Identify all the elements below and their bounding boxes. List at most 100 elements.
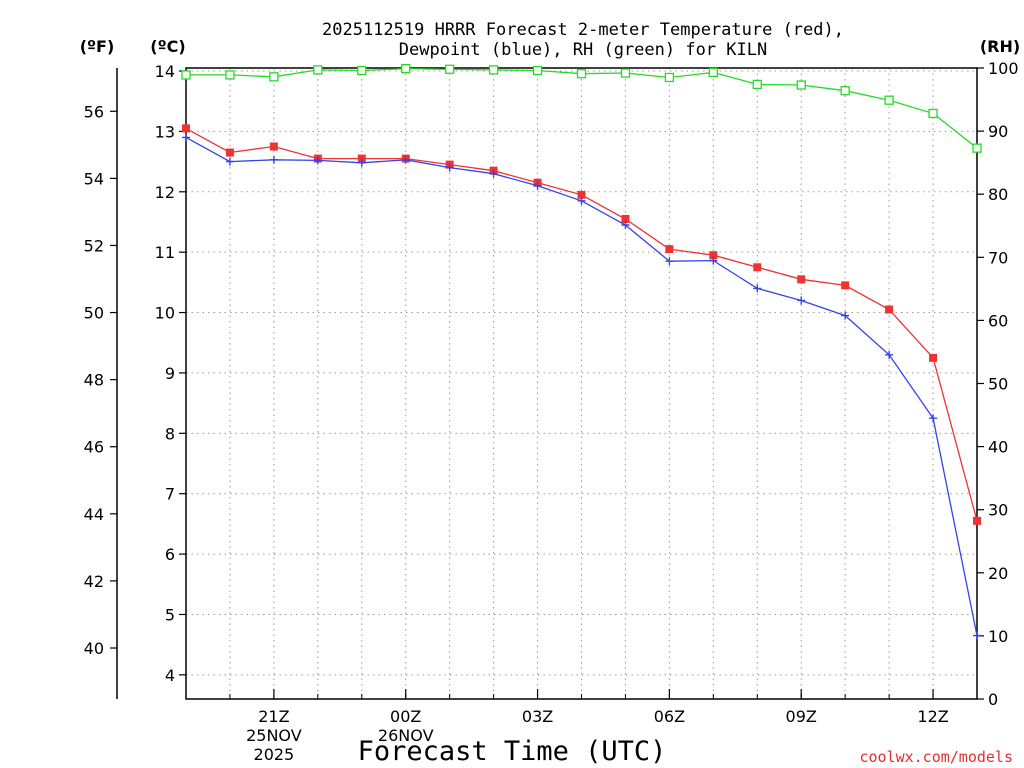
- rh-tick-label: 90: [988, 122, 1008, 141]
- rh-point: [620, 68, 631, 78]
- dewpoint-point: [533, 181, 542, 190]
- rh-point: [269, 72, 279, 82]
- dewpoint-point: [401, 155, 410, 164]
- x-tick-date: 26NOV: [378, 726, 434, 745]
- celsius-tick-label: 8: [165, 424, 175, 443]
- rh-tick-label: 40: [988, 438, 1008, 457]
- fahrenheit-tick-label: 50: [84, 304, 104, 323]
- fahrenheit-tick-label: 48: [84, 371, 104, 390]
- dewpoint-point: [577, 196, 586, 205]
- rh-tick-label: 100: [988, 59, 1019, 78]
- fahrenheit-tick-label: 40: [84, 639, 104, 658]
- rh-point: [840, 86, 850, 96]
- celsius-tick-label: 14: [155, 62, 175, 81]
- temperature-point: [973, 516, 981, 525]
- rh-tick-label: 0: [988, 690, 998, 709]
- fahrenheit-tick-label: 46: [84, 438, 104, 457]
- dewpoint-point: [885, 350, 894, 359]
- dewpoint-point: [225, 157, 234, 166]
- rh-tick-label: 30: [988, 501, 1008, 520]
- rh-tick-label: 10: [988, 627, 1008, 646]
- fahrenheit-tick-label: 54: [84, 169, 104, 188]
- dewpoint-point: [313, 156, 322, 165]
- celsius-tick-label: 13: [155, 122, 175, 141]
- celsius-tick-label: 4: [165, 666, 175, 685]
- temperature-point: [885, 305, 894, 314]
- temperature-point: [929, 353, 938, 362]
- dewpoint-point: [753, 284, 762, 293]
- rh-point: [884, 95, 894, 105]
- x-tick-year: 2025: [254, 745, 295, 764]
- celsius-tick-label: 5: [165, 605, 175, 624]
- x-tick-date: 25NOV: [246, 726, 302, 745]
- x-tick-label: 21Z: [258, 707, 289, 726]
- rh-tick-label: 20: [988, 564, 1008, 583]
- dewpoint-point: [489, 169, 498, 178]
- temperature-point: [269, 142, 278, 151]
- dewpoint-point: [973, 631, 981, 640]
- temperature-point: [709, 251, 718, 260]
- rh-point: [488, 65, 499, 75]
- series-rh: [181, 63, 982, 153]
- data-series: [181, 63, 982, 640]
- dewpoint-point: [357, 158, 366, 167]
- series-line: [185, 127, 978, 522]
- temperature-point: [841, 281, 850, 290]
- dewpoint-point: [182, 133, 190, 142]
- temperature-point: [182, 124, 190, 133]
- rh-point: [752, 79, 762, 90]
- celsius-tick-label: 9: [165, 364, 175, 383]
- temperature-point: [225, 148, 234, 157]
- dewpoint-point: [929, 414, 938, 423]
- rh-point: [796, 80, 806, 90]
- axes: 4567891011121314404244464850525456010203…: [84, 59, 1019, 764]
- temperature-point: [753, 263, 762, 272]
- fahrenheit-unit-label: (ºF): [80, 37, 115, 56]
- x-tick-label: 09Z: [786, 707, 817, 726]
- temperature-point: [797, 275, 806, 284]
- fahrenheit-tick-label: 42: [84, 572, 104, 591]
- dewpoint-point: [269, 155, 278, 164]
- rh-unit-label: (RH): [980, 37, 1020, 56]
- temperature-point: [665, 245, 674, 254]
- dewpoint-point: [709, 256, 718, 265]
- credit-text: coolwx.com/models: [859, 748, 1013, 766]
- rh-tick-label: 50: [988, 375, 1008, 394]
- rh-point: [445, 64, 455, 74]
- temperature-point: [577, 190, 586, 199]
- dewpoint-point: [445, 163, 454, 172]
- celsius-tick-label: 10: [155, 304, 175, 323]
- rh-point: [928, 108, 938, 119]
- temperature-point: [357, 154, 366, 163]
- x-tick-label: 03Z: [522, 707, 553, 726]
- series-line: [186, 67, 978, 149]
- rh-point: [313, 65, 323, 75]
- rh-point: [664, 72, 675, 83]
- rh-point: [972, 143, 982, 153]
- series-dewpoint: [182, 133, 981, 640]
- dewpoint-point: [841, 311, 850, 320]
- x-tick-label: 00Z: [390, 707, 421, 726]
- rh-tick-label: 80: [988, 185, 1008, 204]
- x-tick-label: 12Z: [917, 707, 948, 726]
- rh-tick-label: 60: [988, 311, 1008, 330]
- celsius-tick-label: 6: [165, 545, 175, 564]
- rh-point: [401, 63, 411, 74]
- x-tick-label: 06Z: [654, 707, 685, 726]
- rh-point: [181, 70, 191, 80]
- celsius-unit-label: (ºC): [150, 37, 185, 56]
- rh-point: [708, 67, 718, 78]
- rh-point: [357, 65, 367, 76]
- rh-point: [576, 69, 587, 79]
- celsius-tick-label: 12: [155, 183, 175, 202]
- rh-point: [225, 70, 235, 80]
- chart-title-line-2: Dewpoint (blue), RH (green) for KILN: [399, 40, 767, 60]
- dewpoint-point: [665, 257, 674, 266]
- dewpoint-point: [797, 296, 806, 305]
- fahrenheit-tick-label: 56: [84, 102, 104, 121]
- rh-tick-label: 70: [988, 248, 1008, 267]
- fahrenheit-tick-label: 52: [84, 236, 104, 255]
- grid-lines: [186, 68, 977, 699]
- dewpoint-point: [621, 220, 630, 229]
- celsius-tick-label: 7: [165, 485, 175, 504]
